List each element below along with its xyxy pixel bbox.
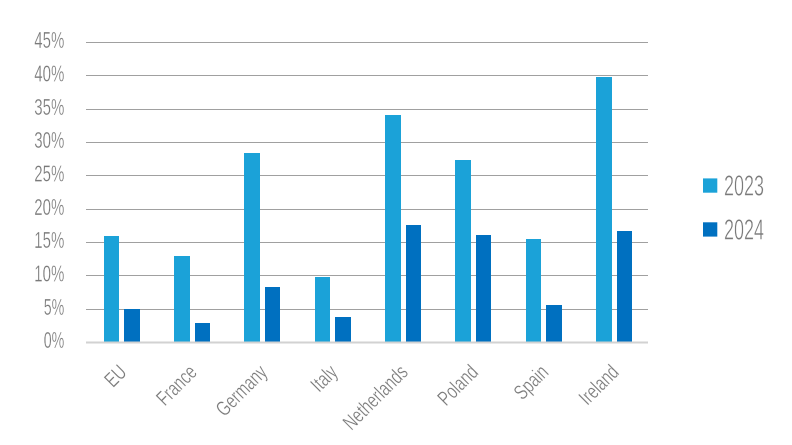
svg-text:2024: 2024 <box>724 214 764 246</box>
svg-text:30%: 30% <box>34 127 64 153</box>
svg-text:40%: 40% <box>34 60 64 86</box>
svg-text:2023: 2023 <box>724 171 764 203</box>
svg-text:10%: 10% <box>34 260 64 286</box>
svg-text:5%: 5% <box>44 294 65 320</box>
svg-text:25%: 25% <box>34 160 64 186</box>
svg-text:15%: 15% <box>34 227 64 253</box>
svg-text:20%: 20% <box>34 194 64 220</box>
svg-text:35%: 35% <box>34 94 64 120</box>
svg-text:45%: 45% <box>34 27 64 53</box>
svg-text:0%: 0% <box>44 327 65 353</box>
